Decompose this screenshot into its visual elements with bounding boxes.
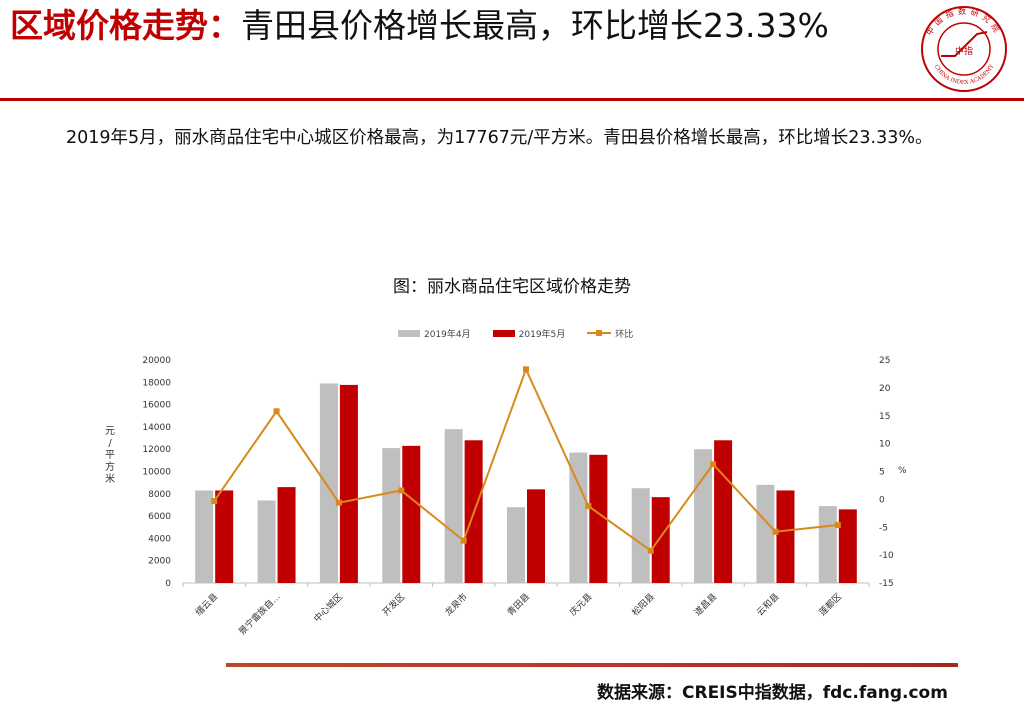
y-left-tick-label: 4000 <box>148 534 171 544</box>
page-title-rest: 青田县价格增长最高，环比增长23.33% <box>241 6 829 45</box>
chart-legend: 2019年4月 2019年5月 环比 <box>398 326 655 340</box>
y-right-tick-label: 20 <box>879 384 891 394</box>
footer-divider <box>226 663 958 667</box>
logo-text-center: 中指 <box>955 45 973 57</box>
data-source: 数据来源：CREIS中指数据，fdc.fang.com <box>597 683 948 703</box>
bar-apr <box>631 488 650 583</box>
bar-may <box>339 384 358 583</box>
y-right-tick-label: 15 <box>879 412 890 422</box>
bar-may <box>277 487 296 583</box>
y-left-tick-label: 14000 <box>142 423 171 433</box>
page-title-highlight: 区域价格走势： <box>10 6 241 45</box>
x-category-label: 松阳县 <box>629 591 657 619</box>
x-category-label: 开发区 <box>380 591 408 619</box>
legend-label-may: 2019年5月 <box>518 329 566 340</box>
legend-label-mom: 环比 <box>615 329 634 340</box>
bar-apr <box>756 484 775 583</box>
y-right-tick-label: 0 <box>879 495 885 505</box>
legend-swatch-may <box>492 329 515 337</box>
y-left-tick-label: 16000 <box>142 401 171 411</box>
y-right-tick-label: -10 <box>879 551 894 561</box>
y-axis-left-label: 元 / 平方米 <box>105 426 115 485</box>
bar-apr <box>569 452 588 583</box>
y-left-tick-label: 12000 <box>142 445 171 455</box>
mom-point <box>335 499 342 506</box>
bar-apr <box>257 500 276 583</box>
y-right-tick-label: -5 <box>879 523 888 533</box>
title-divider <box>0 98 1024 101</box>
legend-item-mom: 环比 <box>587 327 633 340</box>
legend-swatch-mom <box>587 328 612 338</box>
x-category-label: 莲都区 <box>816 591 844 619</box>
x-category-label: 缙云县 <box>193 591 221 619</box>
bar-may <box>402 445 421 583</box>
china-index-academy-logo: 中指 中国指数研究院 CHINA INDEX ACADEMY <box>921 6 1007 92</box>
chart-title: 图：丽水商品住宅区域价格走势 <box>393 277 631 297</box>
mom-line <box>213 366 838 553</box>
mom-point <box>211 498 218 505</box>
bar-may <box>838 509 857 583</box>
bar-apr <box>818 506 837 583</box>
y-left-tick-label: 18000 <box>142 378 171 388</box>
y-left-tick-label: 6000 <box>148 512 171 522</box>
mom-point <box>398 487 405 494</box>
mom-point <box>772 528 779 535</box>
x-category-label: 景宁畲族自… <box>236 591 283 638</box>
bar-may <box>215 490 234 583</box>
legend-item-apr: 2019年4月 <box>398 327 471 340</box>
mom-point <box>273 408 280 415</box>
bar-apr <box>382 448 401 583</box>
legend-label-apr: 2019年4月 <box>424 329 471 340</box>
summary-text: 2019年5月，丽水商品住宅中心城区价格最高，为17767元/平方米。青田县价格… <box>66 128 933 148</box>
y-right-tick-label: 5 <box>879 468 885 478</box>
bar-apr <box>507 507 525 583</box>
bar-may <box>776 490 795 583</box>
summary-paragraph: 2019年5月，丽水商品住宅中心城区价格最高，为17767元/平方米。青田县价格… <box>34 118 1014 158</box>
bar-apr <box>444 429 463 583</box>
mom-point <box>834 522 841 529</box>
y-right-tick-label: 10 <box>879 440 891 450</box>
y-left-tick-label: 8000 <box>148 490 171 500</box>
y-right-tick-label: 25 <box>879 356 890 366</box>
mom-point <box>647 547 654 554</box>
x-category-label: 青田县 <box>505 591 533 619</box>
bar-may <box>651 497 670 583</box>
x-category-label: 庆元县 <box>567 591 595 619</box>
mom-point <box>585 503 592 510</box>
bar-apr <box>195 490 214 583</box>
y-right-tick-label: -15 <box>879 579 894 589</box>
bar-may <box>589 454 608 583</box>
mom-point <box>523 366 529 373</box>
y-left-tick-label: 10000 <box>142 468 171 478</box>
mom-point <box>710 461 717 468</box>
x-category-label: 中心城区 <box>311 591 345 625</box>
page-title: 区域价格走势：青田县价格增长最高，环比增长23.33% <box>10 4 910 48</box>
x-category-label: 龙泉市 <box>442 591 470 619</box>
y-axis-right-label: % <box>898 466 907 476</box>
bar-may <box>527 489 545 583</box>
legend-swatch-apr <box>398 329 420 337</box>
bar-apr <box>319 383 338 583</box>
legend-item-may: 2019年5月 <box>492 327 566 340</box>
y-left-tick-label: 0 <box>165 579 171 589</box>
y-left-tick-label: 20000 <box>142 356 171 366</box>
y-left-tick-label: 2000 <box>148 557 171 567</box>
bar-may <box>714 440 733 583</box>
x-category-label: 遂昌县 <box>692 591 720 619</box>
mom-point <box>460 537 467 544</box>
x-category-label: 云和县 <box>755 591 782 618</box>
